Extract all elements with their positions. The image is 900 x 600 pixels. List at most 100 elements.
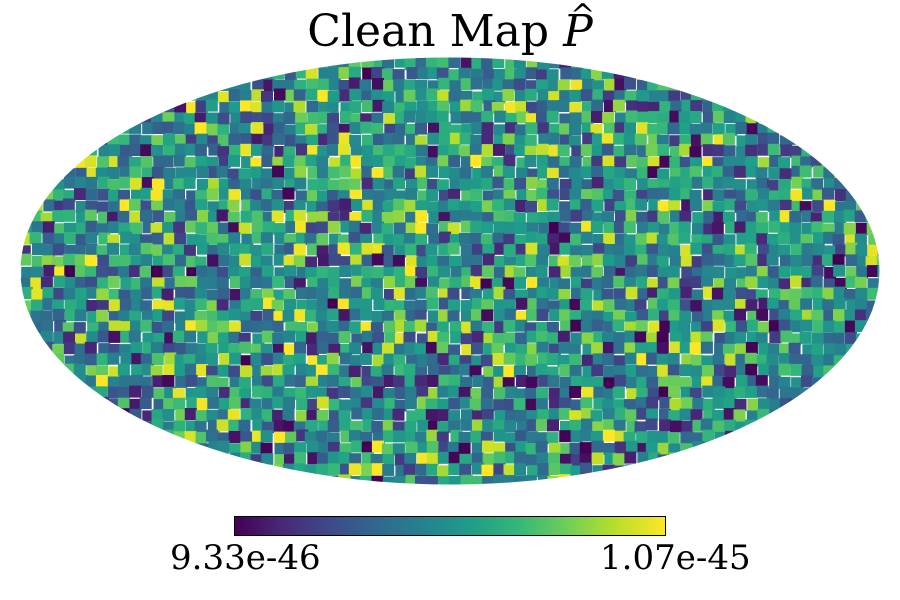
map-pixel <box>316 387 329 400</box>
map-pixel <box>162 343 175 356</box>
map-pixel <box>63 253 76 266</box>
map-pixel <box>647 278 659 291</box>
map-pixel <box>810 154 823 167</box>
map-pixel <box>493 267 506 280</box>
map-pixel <box>219 102 232 115</box>
map-pixel <box>569 353 582 366</box>
map-pixel <box>153 100 165 113</box>
map-pixel <box>482 243 495 256</box>
map-pixel <box>746 179 759 192</box>
map-pixel <box>393 300 406 313</box>
map-pixel <box>20 277 31 290</box>
map-pixel <box>129 121 142 134</box>
map-pixel <box>327 179 340 192</box>
map-pixel <box>403 110 416 123</box>
map-pixel <box>361 145 374 158</box>
map-pixel <box>591 155 604 168</box>
map-pixel <box>173 189 185 202</box>
map-pixel <box>406 255 419 268</box>
map-pixel <box>690 134 703 147</box>
map-pixel <box>591 133 604 146</box>
map-pixel <box>580 320 593 333</box>
map-pixel <box>359 475 372 485</box>
map-pixel <box>580 199 593 211</box>
map-pixel <box>636 211 649 224</box>
map-pixel <box>613 275 626 288</box>
map-pixel <box>536 331 549 343</box>
map-pixel <box>647 430 660 443</box>
map-pixel <box>295 190 308 203</box>
map-pixel <box>560 265 573 278</box>
map-pixel <box>549 309 562 321</box>
map-pixel <box>164 352 177 365</box>
map-pixel <box>274 244 287 257</box>
map-pixel <box>43 264 56 277</box>
map-pixel <box>348 66 361 79</box>
map-pixel <box>525 201 537 213</box>
map-pixel <box>669 222 682 235</box>
map-pixel <box>249 245 262 257</box>
map-pixel <box>460 99 473 112</box>
map-pixel <box>428 211 441 223</box>
map-pixel <box>395 275 407 288</box>
map-pixel <box>481 387 494 400</box>
map-pixel <box>175 409 188 422</box>
map-pixel <box>470 188 483 201</box>
map-pixel <box>492 199 505 212</box>
map-pixel <box>371 420 384 433</box>
map-pixel <box>338 474 351 485</box>
map-pixel <box>318 420 331 433</box>
map-pixel <box>382 463 395 476</box>
map-pixel <box>691 176 704 189</box>
map-pixel <box>712 144 725 157</box>
map-pixel <box>448 410 461 423</box>
map-pixel <box>394 245 407 258</box>
map-pixel <box>117 155 130 168</box>
map-pixel <box>570 276 583 289</box>
map-pixel <box>513 267 526 280</box>
map-pixel <box>569 365 582 377</box>
map-pixel <box>745 299 758 312</box>
map-pixel <box>494 110 507 123</box>
map-pixel <box>86 167 99 180</box>
map-pixel <box>834 177 847 190</box>
map-pixel <box>470 320 483 333</box>
map-pixel <box>824 267 837 279</box>
map-pixel <box>107 167 120 179</box>
map-pixel <box>571 177 584 190</box>
map-pixel <box>405 124 418 136</box>
map-pixel <box>119 255 132 267</box>
map-pixel <box>218 187 231 200</box>
map-pixel <box>349 430 361 443</box>
map-pixel <box>403 363 416 376</box>
map-pixel <box>635 320 648 333</box>
map-pixel <box>448 354 461 367</box>
map-pixel <box>513 398 526 410</box>
map-pixel <box>505 122 518 135</box>
map-pixel <box>362 342 375 355</box>
map-pixel <box>569 188 582 201</box>
map-pixel <box>591 277 604 290</box>
map-pixel <box>150 365 163 378</box>
map-pixel <box>866 201 879 214</box>
map-pixel <box>263 123 276 136</box>
map-pixel <box>525 242 538 255</box>
map-pixel <box>426 88 439 101</box>
map-pixel <box>481 464 494 477</box>
map-pixel <box>504 221 516 234</box>
map-pixel <box>601 67 614 80</box>
map-pixel <box>835 244 848 257</box>
map-pixel <box>436 67 449 80</box>
map-pixel <box>515 319 528 332</box>
map-pixel <box>756 233 769 246</box>
map-pixel <box>536 298 549 310</box>
map-pixel <box>96 245 109 258</box>
map-pixel <box>778 278 791 291</box>
map-pixel <box>63 209 76 222</box>
map-pixel <box>162 320 174 333</box>
map-pixel <box>74 188 86 201</box>
map-pixel <box>371 167 384 180</box>
map-pixel <box>305 376 318 389</box>
map-pixel <box>383 256 396 269</box>
map-pixel <box>813 165 826 178</box>
